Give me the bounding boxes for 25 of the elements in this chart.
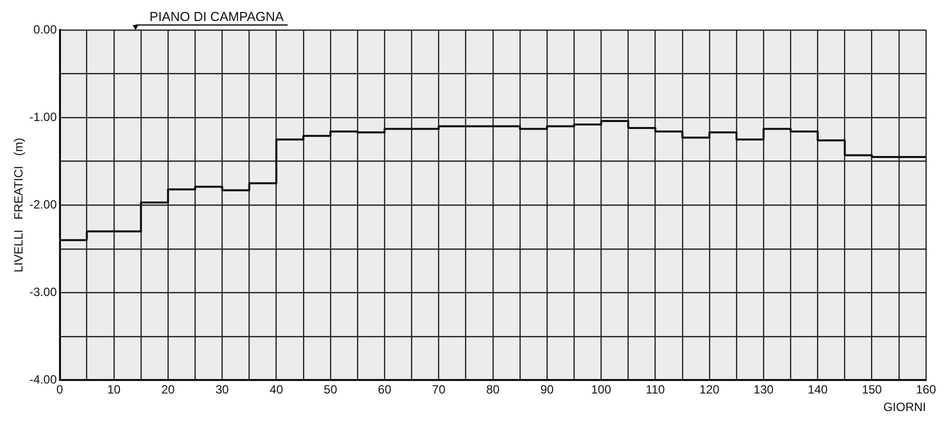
y-tick-label: -3.00: [29, 284, 58, 299]
x-tick-label: 30: [215, 382, 230, 397]
x-tick-label: 130: [754, 382, 774, 397]
text: PIANO DI CAMPAGNA: [150, 9, 284, 24]
x-tick-label: 110: [646, 382, 666, 397]
x-tick-label: 100: [591, 382, 612, 397]
x-axis-title: GIORNI: [883, 400, 926, 414]
y-tick-label: -1.00: [29, 110, 58, 124]
y-tick-label: -4.00: [29, 372, 58, 387]
y-tick-label: 0.00: [33, 22, 58, 36]
x-tick-label: 40: [270, 382, 284, 397]
x-tick-label: 20: [161, 382, 176, 397]
x-tick-label: 90: [540, 382, 554, 397]
x-tick-label: 120: [699, 382, 720, 397]
x-tick-label: 160: [916, 382, 936, 397]
x-tick-label: 10: [107, 382, 121, 397]
x-tick-label: 140: [808, 382, 828, 397]
x-tick-label: 60: [378, 382, 392, 397]
x-tick-label: 150: [862, 382, 882, 397]
x-tick-label: 80: [486, 382, 500, 397]
y-tick-label: -2.00: [29, 197, 58, 212]
y-axis-title: LIVELLI FREATICI (m): [12, 138, 26, 272]
x-tick-label: 50: [324, 382, 338, 397]
x-tick-label: 0: [56, 382, 64, 397]
x-tick-label: 70: [432, 382, 446, 397]
